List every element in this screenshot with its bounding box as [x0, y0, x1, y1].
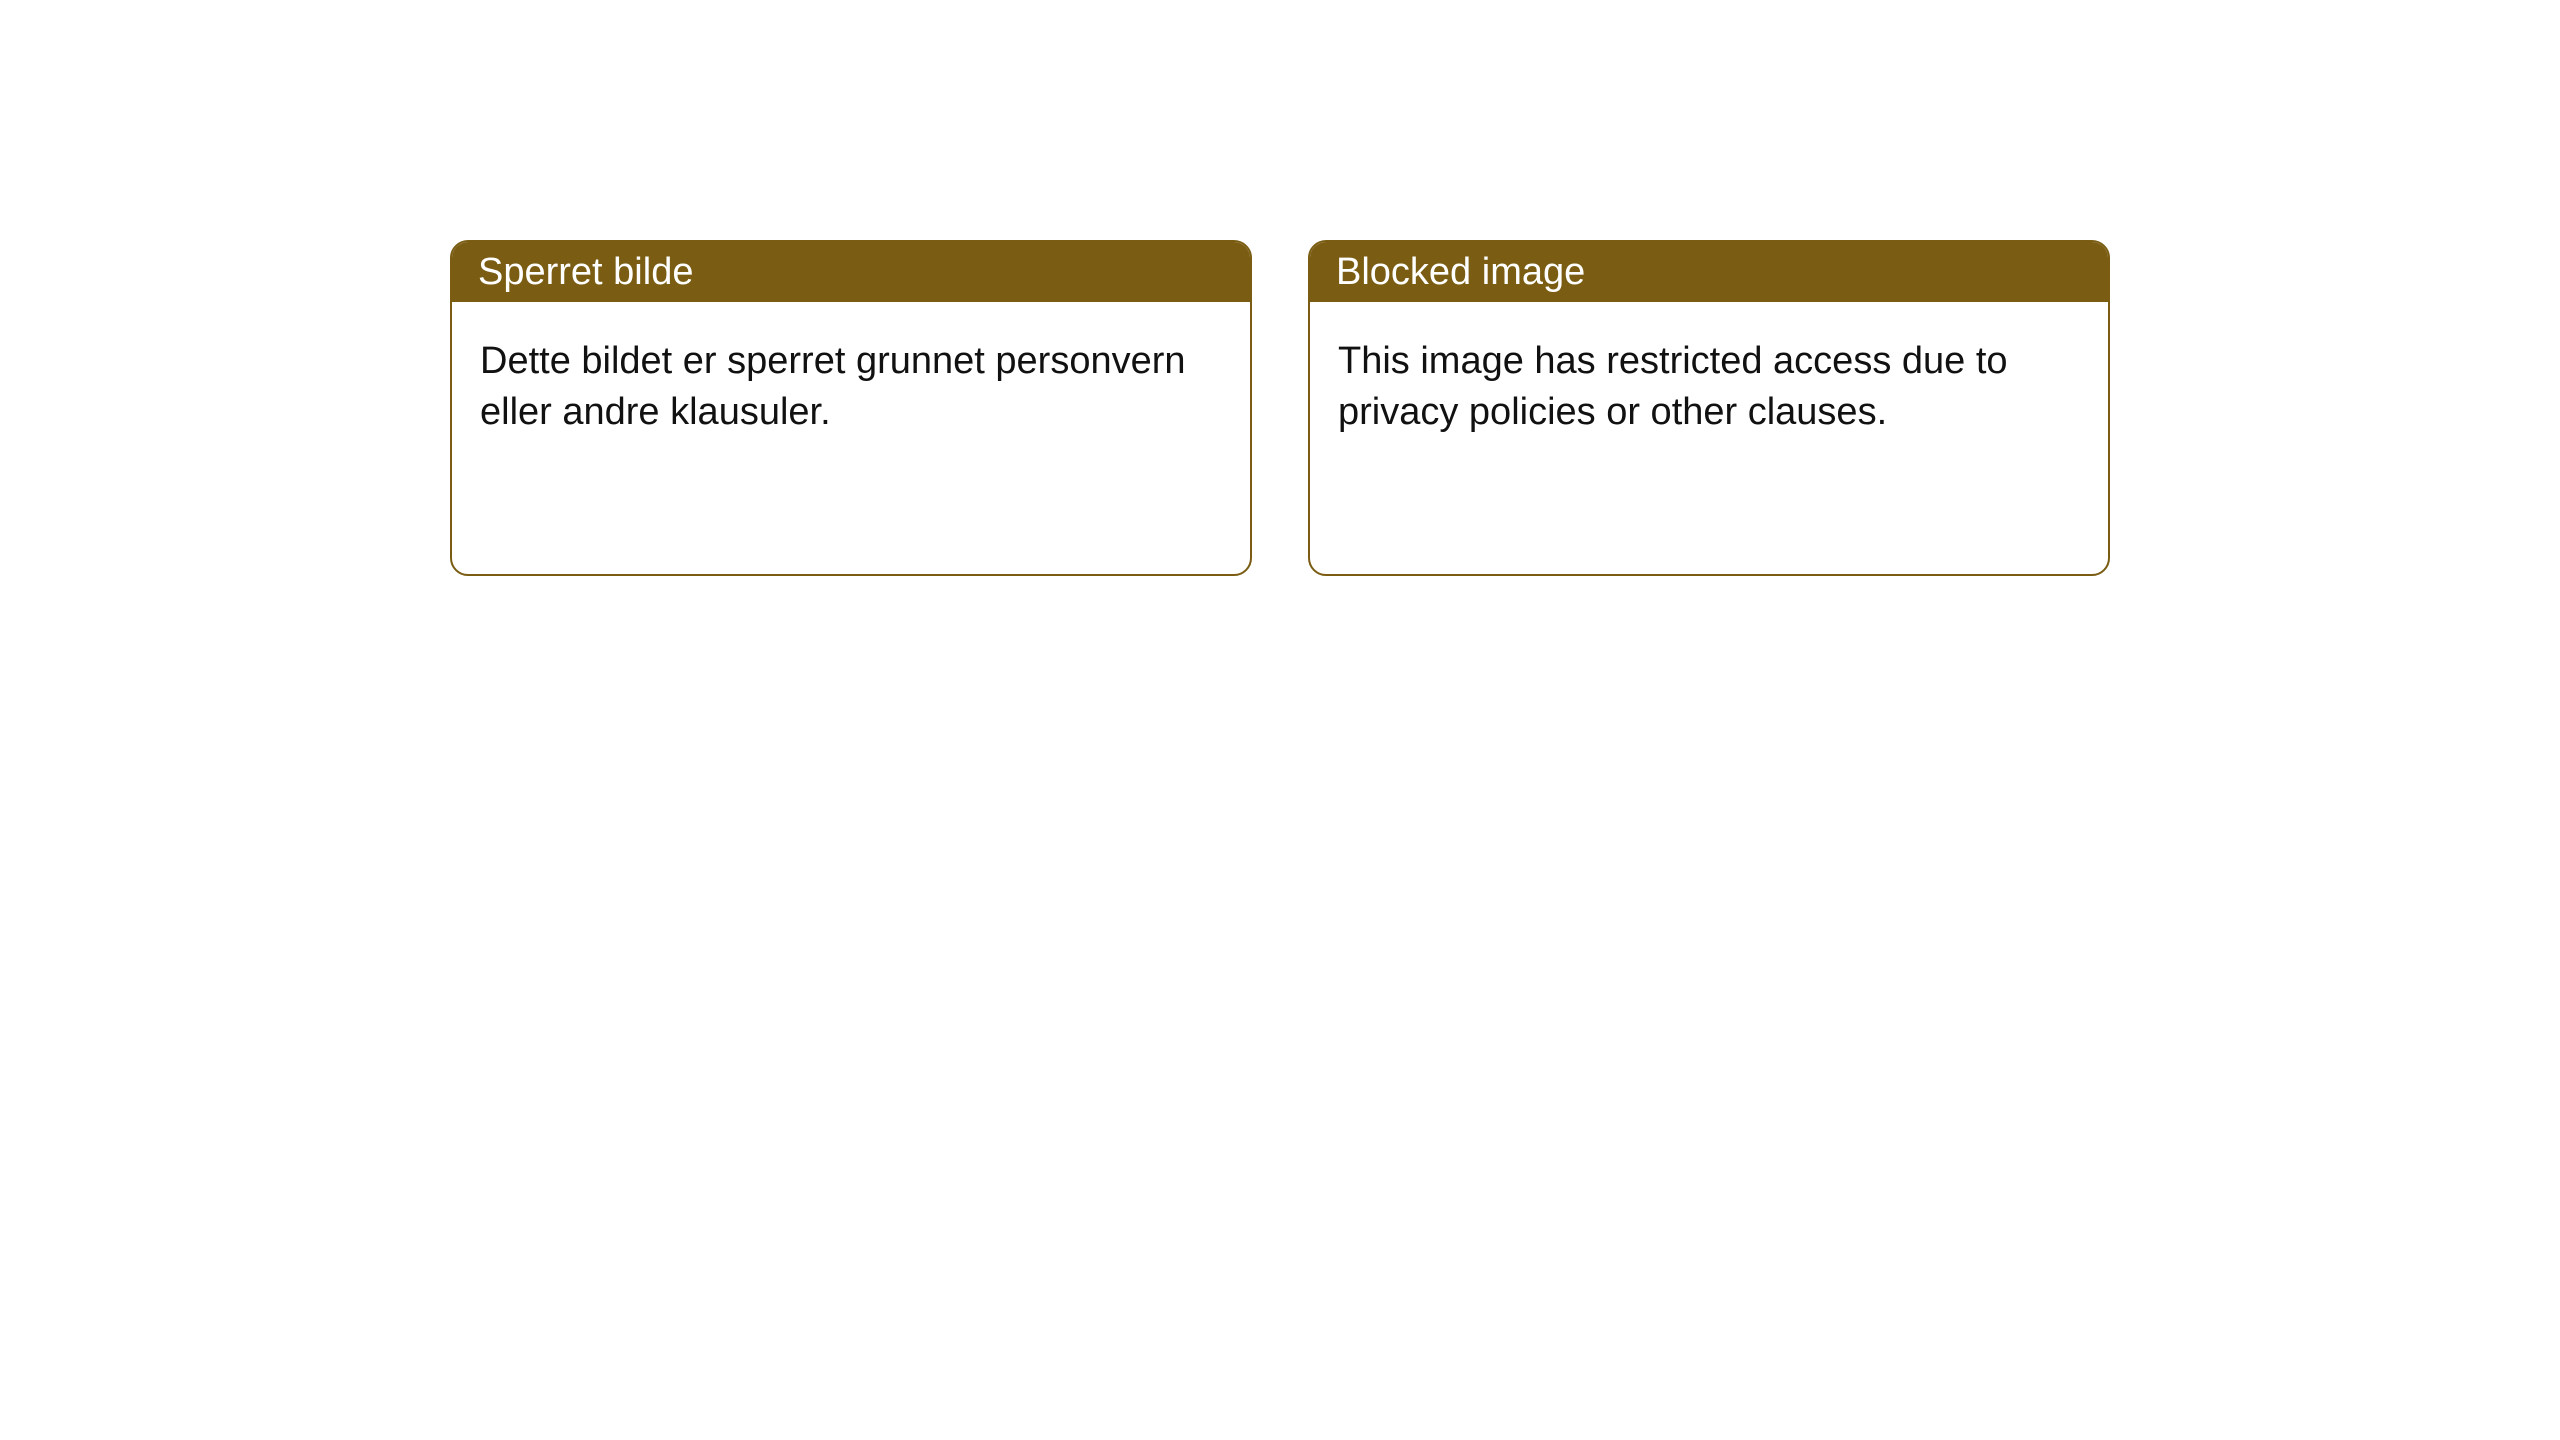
notice-card-english: Blocked image This image has restricted … [1308, 240, 2110, 576]
notice-container: Sperret bilde Dette bildet er sperret gr… [0, 0, 2560, 576]
card-header: Blocked image [1310, 242, 2108, 302]
card-body: Dette bildet er sperret grunnet personve… [452, 302, 1250, 473]
notice-card-norwegian: Sperret bilde Dette bildet er sperret gr… [450, 240, 1252, 576]
card-title: Sperret bilde [478, 251, 693, 294]
card-body: This image has restricted access due to … [1310, 302, 2108, 473]
card-body-text: This image has restricted access due to … [1338, 340, 2008, 433]
card-header: Sperret bilde [452, 242, 1250, 302]
card-body-text: Dette bildet er sperret grunnet personve… [480, 340, 1186, 433]
card-title: Blocked image [1336, 251, 1585, 294]
